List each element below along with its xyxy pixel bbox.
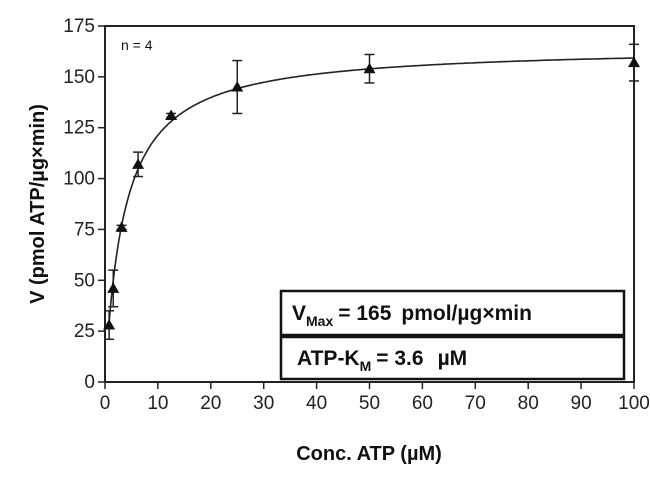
vmax-unit: pmol/µg×min (401, 302, 532, 325)
x-axis: 0 10 20 30 40 50 60 70 80 90 100 (100, 382, 650, 414)
triangle-marker (115, 221, 128, 232)
data-point (132, 151, 145, 178)
y-tick-label: 25 (74, 321, 95, 342)
y-axis-title: V (pmol ATP/µg×min) (27, 104, 49, 304)
x-tick-label: 90 (571, 393, 592, 414)
km-value: = 3.6 (376, 347, 423, 370)
km-box: ATP-KM = 3.6 µM (279, 335, 626, 381)
x-tick-label: 40 (306, 393, 327, 414)
x-tick-label: 10 (147, 393, 168, 414)
x-tick-label: 100 (618, 393, 650, 414)
triangle-marker (103, 319, 116, 330)
triangle-marker (231, 81, 244, 92)
fit-curve (108, 57, 635, 323)
km-subscript: M (360, 358, 372, 374)
vmax-box-frame (279, 289, 626, 337)
vmax-subscript: Max (306, 313, 333, 329)
x-tick-label: 80 (518, 393, 539, 414)
y-tick-label: 150 (63, 67, 95, 88)
data-point (107, 269, 120, 308)
km-unit: µM (438, 347, 468, 370)
data-point (115, 221, 128, 232)
vmax-label: V (292, 302, 306, 325)
data-point (628, 43, 640, 82)
svg-text:ATP-KM= 3.6µM: ATP-KM = 3.6 µM (297, 347, 467, 374)
x-tick-label: 60 (412, 393, 433, 414)
x-tick-label: 50 (359, 393, 380, 414)
y-tick-label: 175 (63, 16, 95, 37)
data-points (103, 43, 640, 341)
x-tick-label: 0 (100, 393, 111, 414)
y-tick-label: 100 (63, 169, 95, 190)
x-tick-label: 30 (253, 393, 274, 414)
y-tick-label: 75 (74, 219, 95, 240)
triangle-marker (628, 56, 640, 68)
triangle-marker (363, 62, 376, 74)
vmax-box: VMax = 165 pmol/µg×min (279, 289, 626, 337)
x-tick-label: 20 (200, 393, 221, 414)
x-axis-title: Conc. ATP (µM) (296, 443, 442, 465)
data-point (165, 109, 178, 121)
triangle-marker (107, 282, 120, 293)
y-axis: 0 25 50 75 100 125 150 175 (63, 16, 105, 393)
data-point (231, 59, 244, 115)
y-tick-label: 125 (63, 118, 95, 139)
km-label: ATP-K (297, 347, 360, 370)
triangle-marker (132, 158, 145, 169)
vmax-value: = 165 (338, 302, 391, 325)
y-tick-label: 50 (74, 270, 95, 291)
data-point (363, 53, 376, 84)
km-box-frame (279, 335, 626, 381)
triangle-marker (165, 109, 178, 121)
data-point (103, 310, 116, 341)
y-tick-label: 0 (84, 372, 95, 393)
x-tick-label: 70 (465, 393, 486, 414)
annotation-n: n = 4 (121, 37, 153, 53)
